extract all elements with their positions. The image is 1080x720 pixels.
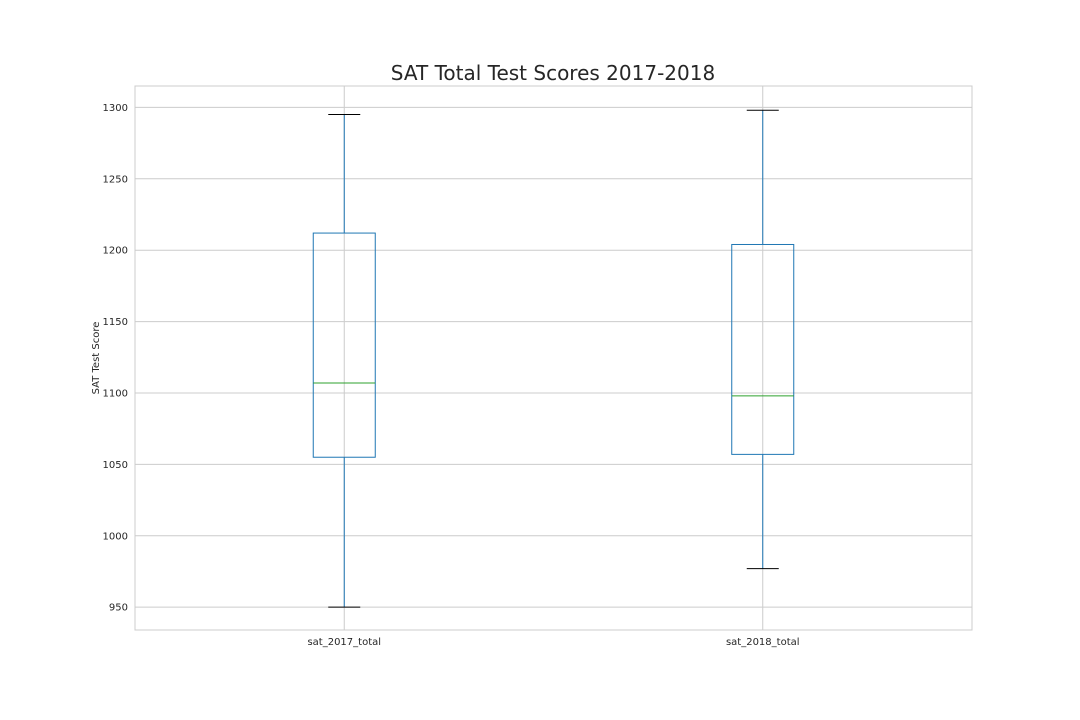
chart-title: SAT Total Test Scores 2017-2018 <box>391 61 715 85</box>
iqr-box <box>731 243 795 455</box>
y-tick-label: 1100 <box>103 388 128 399</box>
y-axis-label: SAT Test Score <box>91 322 102 395</box>
y-tick-label: 1150 <box>103 317 128 328</box>
plot-frame <box>134 85 973 631</box>
y-tick-labels: 950 1000 1050 1100 1150 1200 1250 1300 <box>103 103 128 614</box>
x-tick-labels: sat_2017_total sat_2018_total <box>307 637 799 648</box>
iqr-box <box>312 232 376 458</box>
x-tick-label: sat_2018_total <box>726 637 800 648</box>
y-tick-label: 950 <box>109 603 128 614</box>
box-sat_2018_total <box>731 109 795 570</box>
y-tick-label: 1000 <box>103 531 128 542</box>
y-tick-label: 1050 <box>103 460 128 471</box>
y-tick-label: 1250 <box>103 174 128 185</box>
box-sat_2017_total <box>312 114 376 608</box>
y-tick-label: 1200 <box>103 246 128 257</box>
y-tick-label: 1300 <box>103 103 128 114</box>
x-tick-label: sat_2017_total <box>307 637 381 648</box>
boxes <box>312 109 795 608</box>
